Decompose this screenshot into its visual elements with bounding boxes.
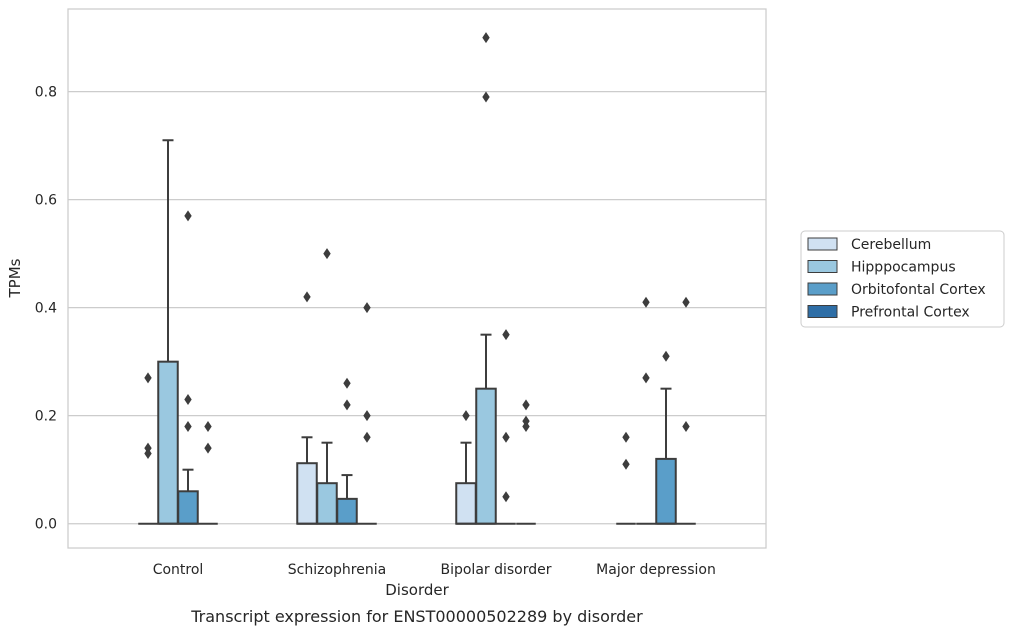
outlier-point: [323, 248, 331, 260]
outlier-point: [363, 431, 371, 443]
outlier-point: [184, 210, 192, 222]
outlier-point: [343, 377, 351, 389]
outlier-point: [343, 399, 351, 411]
box-2-3: [516, 399, 536, 525]
box-3-0: [616, 431, 636, 525]
legend-label: Prefrontal Cortex: [851, 305, 970, 321]
box-body: [177, 490, 199, 525]
box-2-0: [455, 410, 477, 525]
legend-label: Hipppocampus: [851, 260, 956, 276]
y-tick-label: 0.6: [35, 193, 57, 209]
box-3-3: [676, 296, 696, 525]
plot-area-frame: [67, 8, 767, 549]
legend-swatch: [807, 237, 838, 251]
box-body: [316, 482, 338, 525]
x-tick-label: Control: [153, 562, 204, 578]
box-body: [455, 482, 477, 525]
outlier-point: [502, 329, 510, 341]
box-body: [475, 387, 497, 525]
outlier-point: [482, 91, 490, 103]
y-tick-label: 0.8: [35, 85, 57, 101]
outlier-point: [682, 420, 690, 432]
y-tick-label: 0.4: [35, 301, 57, 317]
y-tick-label: 0.0: [35, 517, 57, 533]
outlier-point: [682, 296, 690, 308]
outlier-point: [303, 291, 311, 303]
box-body: [157, 360, 179, 525]
x-tick-label: Bipolar disorder: [440, 562, 551, 578]
legend-swatch: [807, 305, 838, 318]
x-tick-label: Schizophrenia: [288, 562, 386, 578]
box-0-0: [138, 372, 158, 525]
box-3-2: [655, 350, 677, 525]
box-2-2: [496, 329, 516, 525]
outlier-point: [204, 442, 212, 454]
box-body: [655, 457, 677, 525]
outlier-point: [662, 350, 670, 362]
outlier-point: [622, 431, 630, 443]
legend-label: Cerebellum: [851, 237, 931, 253]
outlier-point: [184, 393, 192, 405]
box-0-1: [157, 139, 179, 525]
box-1-1: [316, 248, 338, 525]
box-layer: [138, 32, 696, 525]
outlier-point: [482, 32, 490, 44]
outlier-point: [642, 372, 650, 384]
box-0-3: [198, 420, 218, 525]
box-body: [336, 497, 358, 525]
chart-caption: Transcript expression for ENST0000050228…: [190, 607, 643, 626]
outlier-point: [363, 410, 371, 422]
box-1-2: [336, 377, 358, 525]
outlier-point: [363, 302, 371, 314]
outlier-point: [642, 296, 650, 308]
outlier-point: [144, 372, 152, 384]
legend-items: Cerebellum Hipppocampus Orbitofontal Corte…: [807, 237, 986, 321]
box-3-1: [636, 296, 656, 525]
legend-label: Orbitofontal Cortex: [851, 282, 986, 298]
legend: Cerebellum Hipppocampus Orbitofontal Corte…: [800, 230, 1005, 328]
outlier-point: [522, 420, 530, 432]
outlier-point: [204, 420, 212, 432]
outlier-point: [502, 431, 510, 443]
box-1-3: [357, 302, 377, 525]
box-0-2: [177, 210, 199, 525]
y-tick-labels: 0.0 0.2 0.4 0.6 0.8: [35, 85, 57, 533]
outlier-point: [184, 420, 192, 432]
box-1-0: [296, 291, 318, 525]
legend-frame: [800, 230, 1005, 328]
x-tick-labels: Control Schizophrenia Bipolar disorder Majo…: [153, 562, 716, 578]
x-axis-label: Disorder: [385, 581, 449, 599]
outlier-point: [462, 410, 470, 422]
x-tick-label: Major depression: [596, 562, 716, 578]
legend-swatch: [807, 282, 838, 296]
outlier-point: [502, 491, 510, 503]
box-body: [296, 462, 318, 525]
outlier-point: [522, 399, 530, 411]
outlier-point: [622, 458, 630, 470]
box-2-1: [475, 32, 497, 525]
legend-swatch: [807, 260, 838, 273]
y-tick-label: 0.2: [35, 409, 57, 425]
y-axis-label: TPMs: [6, 258, 24, 298]
outlier-point: [144, 447, 152, 459]
